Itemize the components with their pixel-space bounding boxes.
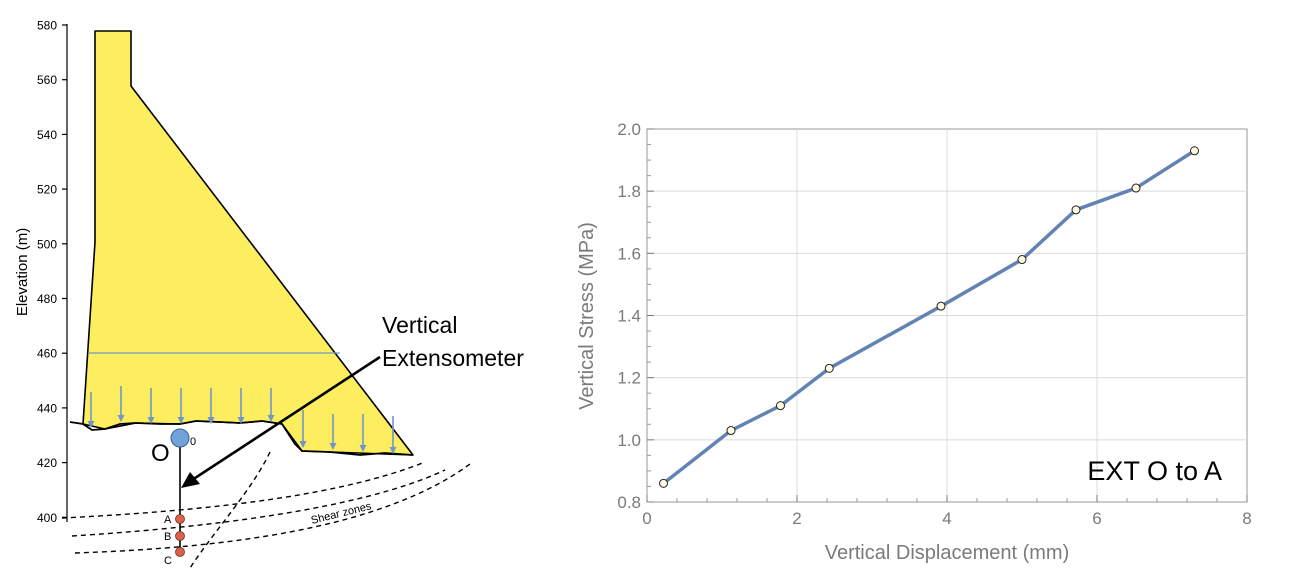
point-o-marker (170, 428, 190, 448)
y-tick-label: 1.4 (617, 307, 641, 326)
data-point (659, 478, 668, 488)
point-o-label: O (151, 440, 170, 467)
elevation-tick-label: 480 (37, 292, 57, 306)
point-o-subscript: 0 (190, 436, 196, 448)
elevation-tick-label: 580 (37, 19, 57, 33)
y-tick-label: 0.8 (617, 493, 641, 512)
y-axis-label: Vertical Stress (MPa) (576, 222, 598, 410)
series-layer (659, 146, 1199, 488)
x-tick-label: 6 (1092, 509, 1101, 528)
y-tick-label: 1.8 (617, 182, 641, 201)
stress-displacement-chart: 0 2 4 6 8 0.8 1.0 1.2 1.4 1.6 1.8 2.0 Vertical Dis… (576, 120, 1252, 564)
elevation-tick-label: 540 (37, 128, 57, 142)
stress-arrow (117, 386, 125, 422)
elevation-tick-label: 500 (37, 237, 57, 251)
anchor-c-marker (175, 547, 185, 557)
anchor-a-label: A (164, 514, 172, 526)
shear-zones-label: Shear zones (310, 500, 373, 527)
anchor-a-marker (175, 514, 185, 524)
callout-label-line2: Extensometer (382, 345, 524, 371)
elevation-tick-label: 520 (37, 183, 57, 197)
shear-zone-line-1 (61, 461, 426, 519)
stress-arrow (389, 416, 397, 454)
x-ticks: 0 2 4 6 8 (642, 495, 1252, 528)
stress-arrow (207, 388, 215, 424)
x-tick-label: 2 (792, 509, 801, 528)
data-point (936, 301, 946, 311)
foundation-line (69, 420, 414, 456)
y-tick-label: 2.0 (617, 120, 641, 139)
fault-line (189, 451, 271, 569)
y-ticks: 0.8 1.0 1.2 1.4 1.6 1.8 2.0 (617, 120, 654, 512)
x-tick-label: 4 (942, 509, 951, 528)
callout-arrowhead (181, 472, 200, 488)
stress-arrows (87, 386, 397, 454)
data-point (776, 401, 785, 411)
y-tick-label: 1.2 (617, 369, 641, 388)
data-point (1190, 146, 1199, 156)
x-axis-label: Vertical Displacement (mm) (825, 542, 1070, 564)
stress-arrow (359, 414, 367, 452)
grid-lines (647, 129, 1247, 502)
shear-zone-line-3 (74, 463, 471, 554)
anchor-b-label: B (164, 531, 171, 543)
stress-arrow (87, 392, 95, 428)
elevation-ticks: 400 420 440 460 480 500 520 540 560 580 (37, 19, 67, 525)
y-tick-label: 1.6 (617, 244, 641, 263)
data-point (726, 426, 736, 436)
data-point (1071, 205, 1081, 215)
stress-arrow (299, 410, 307, 448)
stress-arrow (147, 388, 155, 424)
stress-arrow (329, 414, 337, 450)
stress-arrow (237, 388, 245, 424)
stress-arrow (177, 388, 185, 424)
stress-arrow (267, 388, 275, 422)
anchor-c-label: C (164, 555, 172, 567)
chart-annotation: EXT O to A (1087, 456, 1222, 486)
elevation-tick-label: 460 (37, 347, 57, 361)
callout-label-line1: Vertical (382, 312, 457, 338)
data-point (1017, 255, 1027, 265)
data-point (824, 363, 834, 373)
data-point (1131, 183, 1141, 193)
shear-zone-line-2 (71, 469, 446, 537)
series-line (661, 149, 1197, 486)
elevation-tick-label: 440 (37, 401, 57, 415)
elevation-axis-label: Elevation (m) (14, 228, 31, 316)
dam-cross-section-diagram: 400 420 440 460 480 500 520 540 560 580 Elevation… (14, 19, 524, 569)
x-tick-label: 0 (642, 509, 651, 528)
callout-arrow-line (191, 355, 381, 482)
elevation-tick-label: 400 (37, 511, 57, 525)
anchor-b-marker (175, 531, 185, 541)
dam-body (82, 30, 414, 456)
elevation-tick-label: 420 (37, 456, 57, 470)
y-tick-label: 1.0 (617, 431, 641, 450)
elevation-tick-label: 560 (37, 73, 57, 87)
x-tick-label: 8 (1242, 509, 1251, 528)
